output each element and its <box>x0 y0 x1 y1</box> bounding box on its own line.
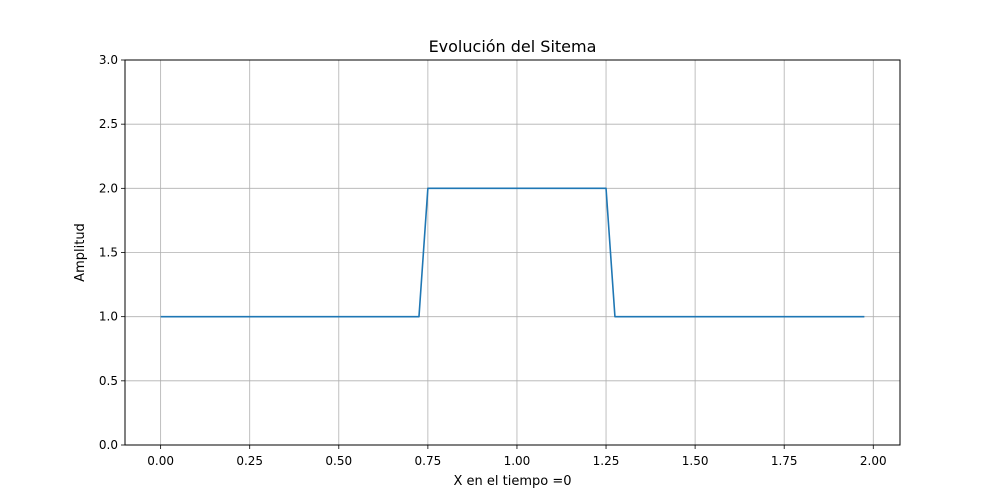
y-tick-label: 1.0 <box>99 310 118 324</box>
chart-title: Evolución del Sitema <box>429 37 597 56</box>
x-tick-label: 0.75 <box>415 454 442 468</box>
x-tick-label: 1.75 <box>771 454 798 468</box>
y-tick-label: 1.5 <box>99 246 118 260</box>
y-tick-label: 2.0 <box>99 181 118 195</box>
x-tick-label: 0.00 <box>147 454 174 468</box>
series-layer <box>160 187 865 318</box>
x-tick-label: 2.00 <box>860 454 887 468</box>
y-tick-label: 0.0 <box>99 438 118 452</box>
x-tick-label: 0.50 <box>325 454 352 468</box>
series-line <box>160 187 865 318</box>
x-tick-label: 0.25 <box>236 454 263 468</box>
x-axis-label: X en el tiempo =0 <box>453 474 571 489</box>
y-axis-label: Amplitud <box>73 223 88 282</box>
x-axis-ticks: 0.00 0.25 0.50 0.75 1.00 1.25 1.50 1.75 2.00 <box>147 445 887 468</box>
x-tick-label: 1.50 <box>682 454 709 468</box>
x-tick-label: 1.00 <box>504 454 531 468</box>
y-tick-label: 0.5 <box>99 374 118 388</box>
x-tick-label: 1.25 <box>593 454 620 468</box>
y-axis-ticks: 0.0 0.5 1.0 1.5 2.0 2.5 3.0 <box>99 53 125 452</box>
y-tick-label: 3.0 <box>99 53 118 67</box>
y-tick-label: 2.5 <box>99 117 118 131</box>
